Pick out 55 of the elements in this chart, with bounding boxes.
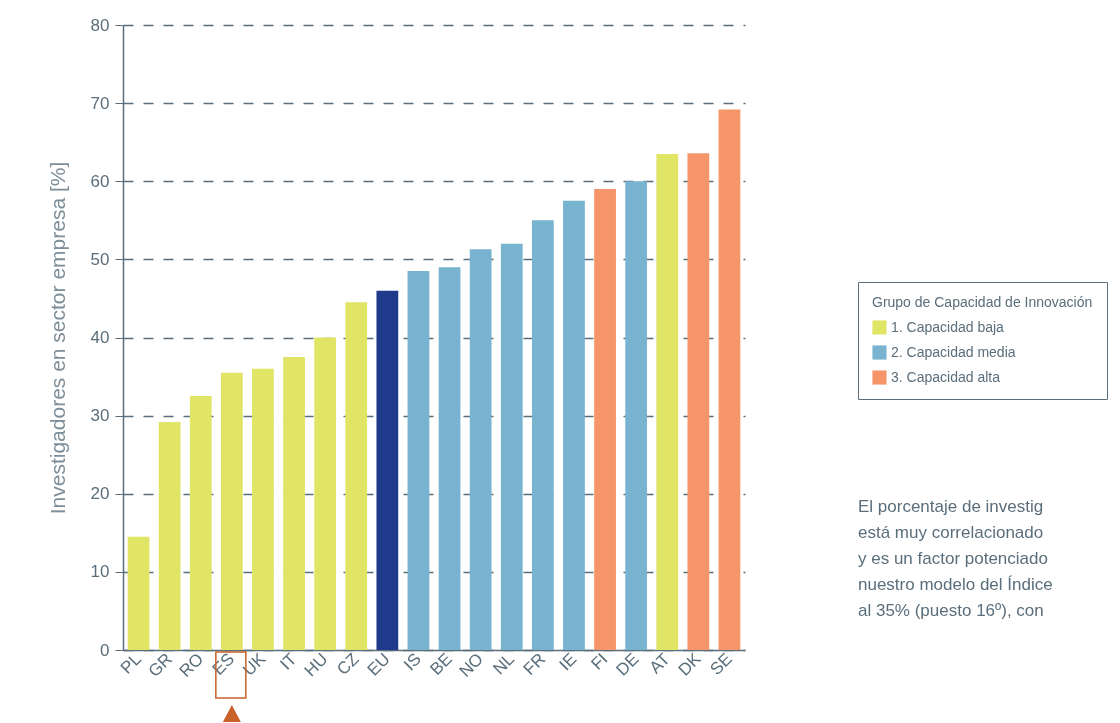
- y-tick-label: 40: [90, 328, 110, 347]
- x-tick-label: IS: [400, 649, 425, 675]
- bar: [345, 302, 368, 650]
- bar: [687, 153, 710, 650]
- x-tick-label: EU: [363, 649, 394, 680]
- x-tick-label: IT: [276, 649, 301, 674]
- bar: [500, 243, 523, 650]
- x-tick-label: FR: [519, 649, 550, 679]
- y-tick-label: 20: [90, 484, 110, 504]
- bar: [376, 290, 399, 650]
- x-tick-label: CZ: [333, 649, 363, 679]
- bar: [563, 200, 585, 650]
- y-tick-label: 70: [90, 93, 110, 113]
- x-tick-label: RO: [175, 649, 208, 681]
- bar: [220, 372, 243, 650]
- y-tick-label: 60: [90, 171, 110, 191]
- x-tick-label: GR: [144, 649, 177, 681]
- bar: [283, 357, 305, 650]
- x-tick-label: UK: [239, 648, 270, 680]
- y-tick-label: 0: [100, 640, 110, 660]
- bar: [158, 421, 181, 650]
- bar: [438, 267, 461, 650]
- x-tick-label: AT: [645, 649, 674, 678]
- bar: [594, 189, 616, 650]
- legend-label: 1. Capacidad baja: [891, 318, 1005, 335]
- bar: [531, 220, 554, 650]
- x-tick-label: PL: [116, 649, 145, 678]
- bar: [407, 271, 430, 650]
- bar: [127, 536, 150, 650]
- y-tick-label: 10: [90, 562, 110, 582]
- x-tick-label: DE: [612, 649, 643, 680]
- x-tick-label: HU: [300, 649, 332, 681]
- x-tick-label: BE: [426, 649, 456, 679]
- bar: [314, 337, 337, 650]
- bar: [189, 396, 212, 650]
- bar: [718, 109, 741, 650]
- x-tick-label: NO: [455, 649, 488, 681]
- x-tick-label: ES: [208, 649, 239, 679]
- y-tick-label: 50: [90, 249, 110, 269]
- x-tick-label: FI: [587, 649, 612, 674]
- bar: [469, 249, 492, 650]
- x-tick-label: SE: [706, 649, 736, 679]
- x-tick-label: IE: [555, 649, 581, 675]
- legend-label: 3. Capacidad alta: [891, 368, 1001, 385]
- x-tick-label: NL: [489, 649, 519, 679]
- y-axis-title: Investigadores en sector empresa [%]: [45, 161, 69, 515]
- text: El porcentaje de investig está muy correlacionado y es un factor potenciado nuestro modelo del Índice al 35% (puesto 16º), con: [858, 496, 1053, 622]
- legend-label: 2. Capacidad media: [891, 343, 1016, 360]
- bar: [252, 368, 274, 650]
- x-tick-label: DK: [674, 648, 706, 680]
- bar: [656, 153, 679, 650]
- y-tick-label: 80: [90, 15, 110, 35]
- legend-title: Grupo de Capacidad de Innovación: [872, 294, 1093, 310]
- bar: [625, 181, 648, 650]
- y-tick-label: 30: [90, 406, 110, 426]
